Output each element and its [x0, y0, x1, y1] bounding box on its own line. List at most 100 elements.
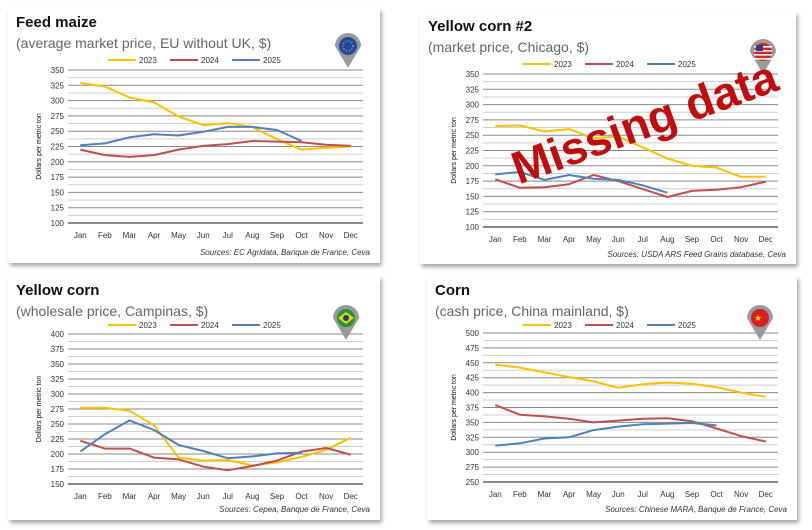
legend-label: 2023 — [139, 56, 157, 65]
x-tick-label: Oct — [710, 235, 723, 244]
x-tick-label: Jan — [74, 231, 87, 240]
legend-label: 2025 — [263, 321, 281, 330]
y-tick-label: 175 — [466, 177, 480, 186]
y-tick-label: 100 — [51, 219, 65, 228]
chart-panel-eu: Feed maize (average market price, EU wit… — [8, 8, 380, 263]
y-tick-label: 125 — [466, 208, 480, 217]
x-tick-label: Mar — [538, 235, 552, 244]
x-tick-label: Apr — [563, 490, 576, 499]
y-tick-label: 325 — [466, 85, 480, 94]
chart-subtitle: (wholesale price, Campinas, $) — [16, 303, 209, 319]
y-tick-label: 225 — [466, 147, 480, 156]
x-tick-label: May — [171, 492, 186, 501]
chart-source: Sources: USDA ARS Feed Grains database, … — [607, 250, 786, 259]
line-chart: 100 125 150 175 200 225 250 275 300 325 350 Jan Feb M… — [451, 39, 778, 244]
x-tick-label: Dec — [759, 235, 773, 244]
x-tick-label: Jan — [489, 235, 502, 244]
legend-label: 2024 — [201, 56, 219, 65]
y-tick-label: 200 — [51, 158, 65, 167]
y-tick-label: 300 — [466, 448, 480, 457]
series-line-2024 — [79, 439, 351, 472]
x-tick-label: Jul — [638, 235, 648, 244]
chart-subtitle: (cash price, China mainland, $) — [435, 303, 629, 319]
chart-source: Sources: Chinese MARA, Banque de France,… — [605, 505, 787, 514]
y-tick-label: 500 — [466, 329, 480, 338]
x-tick-label: Aug — [660, 235, 674, 244]
x-tick-label: Jun — [197, 492, 210, 501]
x-tick-label: Jan — [489, 490, 502, 499]
x-tick-label: Sep — [270, 492, 285, 501]
series-line-2025 — [495, 422, 717, 447]
y-tick-label: 200 — [51, 450, 65, 459]
y-tick-label: 275 — [51, 112, 65, 121]
y-tick-label: 275 — [51, 405, 65, 414]
x-tick-label: Jul — [223, 492, 233, 501]
flag-stripe — [754, 58, 772, 60]
legend-label: 2025 — [263, 56, 281, 65]
legend-label: 2024 — [616, 60, 634, 69]
chart-title: Yellow corn — [16, 282, 100, 299]
line-chart: 250 275 300 325 350 375 400 425 450 475 500 Jan Feb M… — [451, 305, 778, 499]
x-tick-label: Apr — [148, 492, 161, 501]
y-tick-label: 175 — [51, 173, 65, 182]
x-tick-label: Mar — [538, 490, 552, 499]
y-axis-label: Dollars per metric ton — [36, 376, 43, 443]
chart-source: Sources: Cepea, Banque de France, Ceva — [219, 505, 370, 514]
y-tick-label: 350 — [51, 360, 65, 369]
y-tick-label: 450 — [466, 359, 480, 368]
chart-subtitle: (average market price, EU without UK, $) — [16, 35, 272, 51]
y-tick-label: 225 — [51, 143, 65, 152]
x-tick-label: Dec — [344, 231, 358, 240]
y-tick-label: 275 — [466, 116, 480, 125]
x-tick-label: Sep — [270, 231, 285, 240]
x-tick-label: Sep — [685, 235, 700, 244]
y-tick-label: 125 — [51, 204, 65, 213]
series-line-2023 — [80, 406, 352, 467]
chart-subtitle: (market price, Chicago, $) — [428, 39, 590, 55]
x-tick-label: Jun — [197, 231, 210, 240]
brazil-flag-pin-icon — [333, 305, 359, 340]
series-line-2023 — [495, 124, 766, 178]
x-tick-label: Nov — [734, 235, 748, 244]
flag-star: ★ — [754, 313, 762, 323]
chart-title: Feed maize — [16, 14, 97, 31]
x-tick-label: Apr — [148, 231, 161, 240]
x-tick-label: Dec — [344, 492, 358, 501]
chart-title: Yellow corn #2 — [428, 18, 533, 35]
y-tick-label: 375 — [51, 345, 65, 354]
y-tick-label: 250 — [466, 131, 480, 140]
eu-flag-pin-icon — [335, 33, 361, 68]
legend-label: 2023 — [554, 60, 572, 69]
legend-label: 2023 — [554, 321, 572, 330]
y-tick-label: 325 — [51, 81, 65, 90]
chart-source: Sources: EC Agridata, Banque de France, … — [199, 248, 370, 257]
y-tick-label: 250 — [51, 127, 65, 136]
x-tick-label: Feb — [98, 492, 112, 501]
china-flag-pin-icon: ★ — [747, 305, 773, 340]
flag-detail — [343, 315, 349, 321]
y-tick-label: 225 — [51, 435, 65, 444]
flag-disc — [751, 309, 769, 327]
y-tick-label: 475 — [466, 344, 480, 353]
y-tick-label: 325 — [51, 375, 65, 384]
x-tick-label: May — [586, 235, 601, 244]
x-tick-label: May — [586, 490, 601, 499]
x-tick-label: May — [171, 231, 186, 240]
series-line-2025 — [495, 170, 668, 194]
legend-label: 2025 — [678, 321, 696, 330]
legend-label: 2024 — [616, 321, 634, 330]
series-line-2023 — [495, 363, 766, 398]
x-tick-label: Feb — [513, 235, 527, 244]
x-tick-label: Jun — [612, 235, 625, 244]
series-line-2024 — [494, 174, 766, 198]
chart-panel-brazil: Yellow corn (wholesale price, Campinas, … — [8, 276, 380, 520]
series-line-2023 — [80, 81, 351, 151]
line-chart: 150 175 200 225 250 275 300 325 350 375 400 Jan Feb M… — [36, 305, 363, 501]
series-line-2025 — [80, 125, 302, 147]
x-tick-label: Mar — [123, 231, 137, 240]
y-tick-label: 300 — [51, 390, 65, 399]
y-tick-label: 425 — [466, 374, 480, 383]
series-line-2024 — [80, 140, 351, 158]
y-tick-label: 150 — [466, 192, 480, 201]
x-tick-label: Feb — [98, 231, 112, 240]
